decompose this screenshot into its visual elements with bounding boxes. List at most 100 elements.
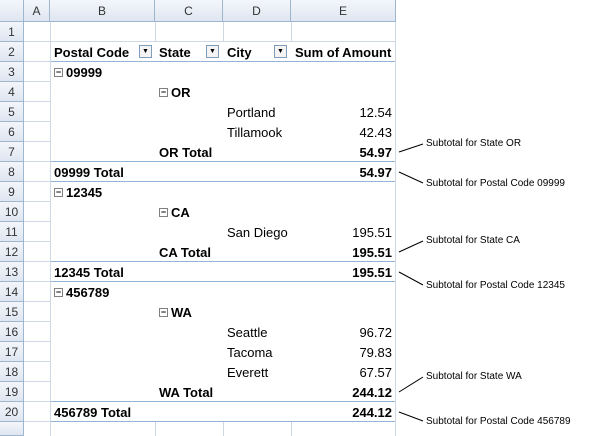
column-header-c[interactable]: C	[155, 0, 223, 22]
collapse-minus-icon[interactable]: −	[159, 86, 168, 97]
state-value: OR	[171, 84, 191, 100]
state-total-amount[interactable]: 244.12	[352, 384, 392, 400]
postal-code-header-label: Postal Code	[54, 44, 130, 60]
city-cell[interactable]: Tacoma	[227, 344, 273, 360]
postal-total-amount[interactable]: 195.51	[352, 264, 392, 280]
leader-line	[398, 271, 424, 286]
column-header-d[interactable]: D	[223, 0, 291, 22]
row-header-12[interactable]: 12	[0, 242, 24, 262]
select-all-corner[interactable]	[0, 0, 24, 22]
amount-cell[interactable]: 12.54	[359, 104, 392, 120]
city-filter-dropdown[interactable]: ▼	[274, 45, 287, 58]
amount-cell[interactable]: 42.43	[359, 124, 392, 140]
row-header-7[interactable]: 7	[0, 142, 24, 162]
collapse-minus-icon[interactable]: −	[54, 66, 63, 77]
annotation-note: Subtotal for Postal Code 456789	[426, 416, 571, 427]
subtotal-separator	[51, 421, 395, 422]
row-header-20[interactable]: 20	[0, 402, 24, 422]
postal-code-item[interactable]: −12345	[50, 182, 155, 202]
column-header-a[interactable]: A	[24, 0, 50, 22]
postal-total-amount[interactable]: 244.12	[352, 404, 392, 420]
row-header-5[interactable]: 5	[0, 102, 24, 122]
postal-total-label[interactable]: 09999 Total	[54, 164, 124, 180]
collapse-minus-icon[interactable]: −	[54, 186, 63, 197]
leader-line	[398, 171, 424, 184]
postal-code-value: 09999	[66, 64, 103, 80]
amount-cell[interactable]: 79.83	[359, 344, 392, 360]
state-total-label[interactable]: OR Total	[159, 144, 213, 160]
city-cell[interactable]: Everett	[227, 364, 269, 380]
gridline	[395, 22, 396, 436]
postal-code-header: Postal Code	[50, 42, 155, 62]
row-header-17[interactable]: 17	[0, 342, 24, 362]
annotation-note: Subtotal for Postal Code 12345	[426, 280, 565, 291]
column-header-e[interactable]: E	[291, 0, 396, 22]
state-value: CA	[171, 204, 190, 220]
state-total-label[interactable]: WA Total	[159, 384, 214, 400]
collapse-minus-icon[interactable]: −	[54, 286, 63, 297]
subtotal-separator	[51, 161, 395, 162]
state-header: State	[155, 42, 223, 62]
row-header-10[interactable]: 10	[0, 202, 24, 222]
amount-cell[interactable]: 96.72	[359, 324, 392, 340]
subtotal-separator	[51, 181, 395, 182]
amount-cell[interactable]: 67.57	[359, 364, 392, 380]
postal-total-label[interactable]: 12345 Total	[54, 264, 124, 280]
row-header-2[interactable]: 2	[0, 42, 24, 62]
city-header-label: City	[227, 44, 252, 60]
leader-line	[398, 376, 424, 393]
subtotal-separator	[51, 281, 395, 282]
subtotal-separator	[51, 401, 395, 402]
city-cell[interactable]: Seattle	[227, 324, 268, 340]
postal-total-amount[interactable]: 54.97	[359, 164, 392, 180]
state-item[interactable]: − WA	[155, 302, 223, 322]
state-item[interactable]: − OR	[155, 82, 223, 102]
sum-of-amount-header-label: Sum of Amount	[295, 44, 392, 60]
postal-total-label[interactable]: 456789 Total	[54, 404, 132, 420]
row-header-19[interactable]: 19	[0, 382, 24, 402]
state-header-label: State	[159, 44, 191, 60]
row-header-9[interactable]: 9	[0, 182, 24, 202]
row-header-15[interactable]: 15	[0, 302, 24, 322]
postal-code-item[interactable]: −09999	[50, 62, 155, 82]
city-cell[interactable]: San Diego	[227, 224, 288, 240]
pivot-body	[51, 62, 395, 421]
state-filter-dropdown[interactable]: ▼	[206, 45, 219, 58]
dropdown-arrow-icon: ▼	[209, 48, 216, 55]
column-header-b[interactable]: B	[50, 0, 155, 22]
dropdown-arrow-icon: ▼	[142, 48, 149, 55]
postal-code-filter-dropdown[interactable]: ▼	[139, 45, 152, 58]
sum-of-amount-header: Sum of Amount	[291, 42, 396, 62]
amount-cell[interactable]: 195.51	[352, 224, 392, 240]
spreadsheet-grid: A B C D E 1 2 3 4 5 6 7 8 9 10 11 12 13 …	[0, 0, 396, 436]
row-header-8[interactable]: 8	[0, 162, 24, 182]
state-item[interactable]: − CA	[155, 202, 223, 222]
row-header-18[interactable]: 18	[0, 362, 24, 382]
gridline	[50, 22, 51, 436]
row-header-13[interactable]: 13	[0, 262, 24, 282]
dropdown-arrow-icon: ▼	[277, 48, 284, 55]
city-header: City	[223, 42, 291, 62]
row-header-4[interactable]: 4	[0, 82, 24, 102]
row-header-6[interactable]: 6	[0, 122, 24, 142]
annotation-note: Subtotal for Postal Code 09999	[426, 178, 565, 189]
gridline	[24, 41, 396, 42]
collapse-minus-icon[interactable]: −	[159, 206, 168, 217]
state-total-amount[interactable]: 54.97	[359, 144, 392, 160]
postal-code-value: 456789	[66, 284, 110, 300]
annotation-note: Subtotal for State OR	[426, 138, 522, 149]
collapse-minus-icon[interactable]: −	[159, 306, 168, 317]
row-header-14[interactable]: 14	[0, 282, 24, 302]
city-cell[interactable]: Tillamook	[227, 124, 283, 140]
row-header-11[interactable]: 11	[0, 222, 24, 242]
postal-code-item[interactable]: −456789	[50, 282, 155, 302]
state-total-label[interactable]: CA Total	[159, 244, 211, 260]
state-total-amount[interactable]: 195.51	[352, 244, 392, 260]
city-cell[interactable]: Portland	[227, 104, 276, 120]
row-header-1[interactable]: 1	[0, 22, 24, 42]
row-header-16[interactable]: 16	[0, 322, 24, 342]
postal-code-value: 12345	[66, 184, 103, 200]
row-header-3[interactable]: 3	[0, 62, 24, 82]
